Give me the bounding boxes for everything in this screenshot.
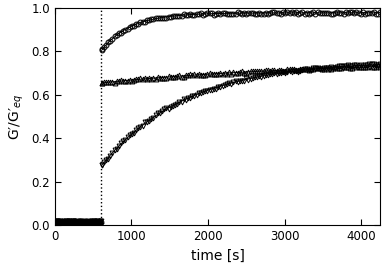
X-axis label: time [s]: time [s]	[191, 248, 245, 263]
Y-axis label: G′/G′$_{eq}$: G′/G′$_{eq}$	[7, 93, 26, 140]
